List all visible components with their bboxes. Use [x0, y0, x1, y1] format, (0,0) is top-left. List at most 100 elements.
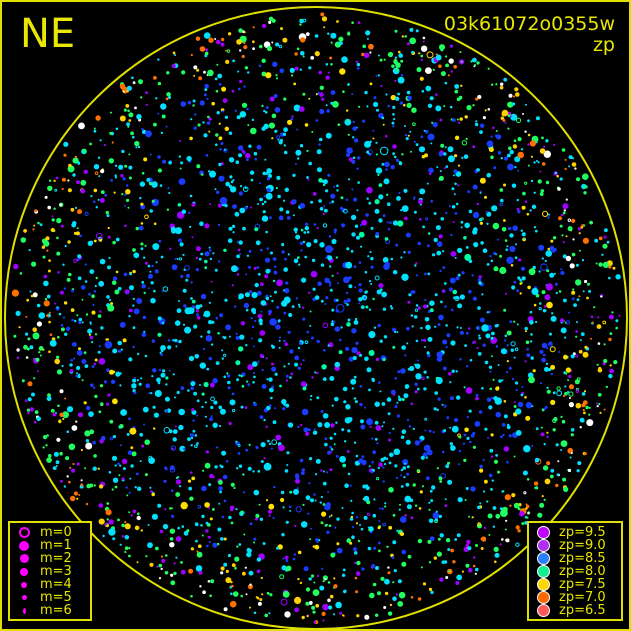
- star-marker: [452, 560, 456, 564]
- star-marker: [190, 444, 193, 447]
- star-marker: [319, 85, 324, 91]
- star-marker: [353, 551, 358, 555]
- star-marker: [393, 155, 397, 159]
- star-marker: [533, 161, 536, 164]
- star-marker: [352, 355, 357, 361]
- star-marker: [249, 522, 253, 526]
- star-marker: [145, 103, 148, 106]
- star-marker: [465, 487, 469, 490]
- star-marker: [448, 372, 452, 376]
- star-marker: [352, 547, 358, 552]
- star-marker: [250, 317, 253, 320]
- star-marker: [155, 261, 158, 264]
- star-marker: [174, 257, 177, 260]
- star-marker: [509, 233, 514, 238]
- star-marker: [136, 561, 139, 564]
- star-marker: [100, 326, 104, 330]
- star-marker: [416, 359, 419, 362]
- star-marker: [505, 538, 510, 543]
- star-marker: [355, 454, 359, 458]
- star-marker: [598, 236, 603, 241]
- star-marker: [208, 320, 213, 325]
- star-marker: [217, 527, 222, 532]
- star-marker: [330, 90, 336, 95]
- star-marker: [154, 269, 159, 274]
- star-marker: [306, 149, 309, 152]
- star-marker: [540, 432, 545, 437]
- star-marker: [170, 507, 173, 510]
- star-marker: [496, 134, 502, 140]
- star-marker: [290, 372, 293, 376]
- star-marker: [402, 459, 409, 466]
- star-marker: [333, 321, 336, 324]
- star-marker: [132, 304, 135, 307]
- star-marker: [423, 304, 428, 309]
- star-marker: [377, 173, 380, 176]
- star-marker: [292, 557, 296, 561]
- star-marker: [568, 402, 575, 408]
- star-marker: [479, 191, 482, 194]
- star-marker: [394, 405, 398, 408]
- star-marker: [97, 314, 102, 318]
- star-marker: [325, 256, 328, 259]
- star-marker: [253, 402, 257, 407]
- star-marker: [466, 105, 472, 111]
- star-marker: [283, 311, 287, 315]
- star-marker: [193, 324, 198, 329]
- star-marker: [147, 524, 150, 526]
- star-marker: [371, 378, 375, 382]
- star-marker: [382, 257, 389, 263]
- star-marker: [220, 142, 224, 145]
- star-marker: [369, 280, 372, 283]
- star-marker: [237, 443, 241, 447]
- star-marker: [262, 210, 266, 214]
- star-marker: [111, 488, 114, 491]
- star-marker: [361, 219, 368, 226]
- star-marker: [244, 566, 247, 569]
- star-marker: [97, 156, 101, 159]
- star-marker: [271, 41, 274, 44]
- star-marker: [191, 476, 196, 481]
- star-marker: [270, 447, 273, 450]
- star-marker: [547, 216, 550, 219]
- star-marker: [272, 516, 275, 520]
- star-marker: [383, 463, 387, 466]
- star-marker: [495, 83, 498, 86]
- star-marker: [172, 51, 176, 55]
- magnitude-symbol-icon: [16, 554, 32, 563]
- star-marker: [513, 455, 516, 458]
- star-marker: [178, 424, 184, 431]
- star-marker: [558, 216, 562, 221]
- star-marker: [565, 235, 568, 238]
- star-marker: [84, 364, 89, 368]
- star-marker: [219, 408, 226, 415]
- star-marker: [304, 340, 309, 345]
- star-marker: [177, 300, 180, 302]
- star-marker: [363, 297, 366, 299]
- star-marker: [437, 537, 441, 541]
- star-marker: [481, 324, 489, 332]
- star-marker: [487, 108, 491, 111]
- star-marker: [62, 263, 65, 266]
- star-marker: [377, 323, 381, 328]
- star-marker: [418, 507, 422, 510]
- star-marker: [27, 381, 33, 387]
- star-marker: [206, 367, 210, 371]
- star-marker: [314, 295, 320, 300]
- star-marker: [438, 314, 444, 321]
- star-marker: [297, 157, 300, 160]
- star-marker: [371, 460, 374, 464]
- star-marker: [539, 192, 544, 197]
- star-marker: [118, 349, 122, 353]
- star-marker: [168, 369, 171, 372]
- star-marker: [503, 414, 508, 419]
- star-marker: [434, 518, 438, 522]
- star-marker: [322, 212, 325, 216]
- star-marker: [503, 219, 506, 222]
- star-marker: [531, 444, 534, 447]
- star-marker: [214, 465, 218, 469]
- star-marker: [542, 309, 547, 313]
- star-marker: [562, 477, 567, 482]
- star-marker: [66, 430, 70, 434]
